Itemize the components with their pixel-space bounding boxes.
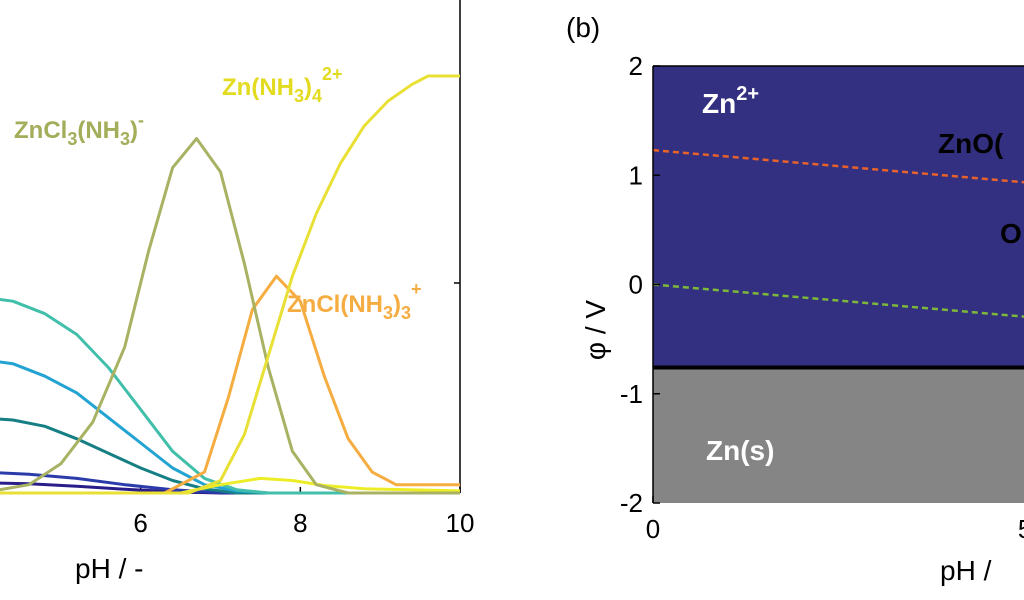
- water-line-hydrogen: [652, 283, 1024, 318]
- y-tick-label-b: -2: [620, 488, 643, 518]
- x-ticks-a: 6 8 10: [133, 487, 474, 538]
- panel-label-b: (b): [566, 12, 600, 43]
- x-tick-label-a: 6: [133, 508, 147, 538]
- series-line: [0, 360, 460, 495]
- series-line: [0, 137, 460, 495]
- y-tick-label-b: 2: [629, 51, 643, 81]
- y-tick-label-b: 1: [629, 160, 643, 190]
- y-tick-label-b: -1: [620, 379, 643, 409]
- region-label-zn2plus: Zn2+: [702, 83, 759, 119]
- ticks-b: -2 -1 0 1 2 0 5: [620, 51, 1024, 544]
- series-line: [0, 297, 460, 495]
- x-axis-label-b: pH /: [940, 555, 992, 586]
- water-line-oxygen: [652, 148, 1024, 184]
- y-tick-label-b: 0: [629, 270, 643, 300]
- x-tick-label-b: 0: [646, 514, 660, 544]
- label-zncl3-nh3: ZnCl3(NH3)-: [14, 110, 144, 149]
- pourbaix-chart: (b) -2 -1 0 1 2 0 5 Zn2+ Zn(s) ZnO( O φ / V pH…: [566, 12, 1024, 586]
- x-tick-label-a: 8: [293, 508, 307, 538]
- y-axis-label-b: φ / V: [580, 300, 611, 360]
- region-label-zno: ZnO(: [938, 128, 1004, 159]
- x-tick-label-a: 10: [446, 508, 475, 538]
- speciation-chart: 6 8 10 pH / - Zn(NH3)42+ ZnCl3(NH3)- ZnCl(…: [0, 0, 474, 584]
- series-line: [0, 74, 460, 495]
- series-lines-a: [0, 74, 461, 495]
- label-zncl-nh3-3: ZnCl(NH3)3+: [287, 279, 422, 323]
- region-label-o2: O: [1000, 218, 1022, 249]
- label-zn-nh3-4: Zn(NH3)42+: [222, 64, 343, 106]
- series-line: [0, 417, 460, 495]
- x-axis-label-a: pH / -: [75, 553, 143, 584]
- region-zn2plus: [653, 66, 1024, 368]
- x-tick-label-b: 5: [1018, 514, 1024, 544]
- region-label-zn-solid: Zn(s): [706, 435, 774, 466]
- region-zn-solid: [653, 367, 1024, 503]
